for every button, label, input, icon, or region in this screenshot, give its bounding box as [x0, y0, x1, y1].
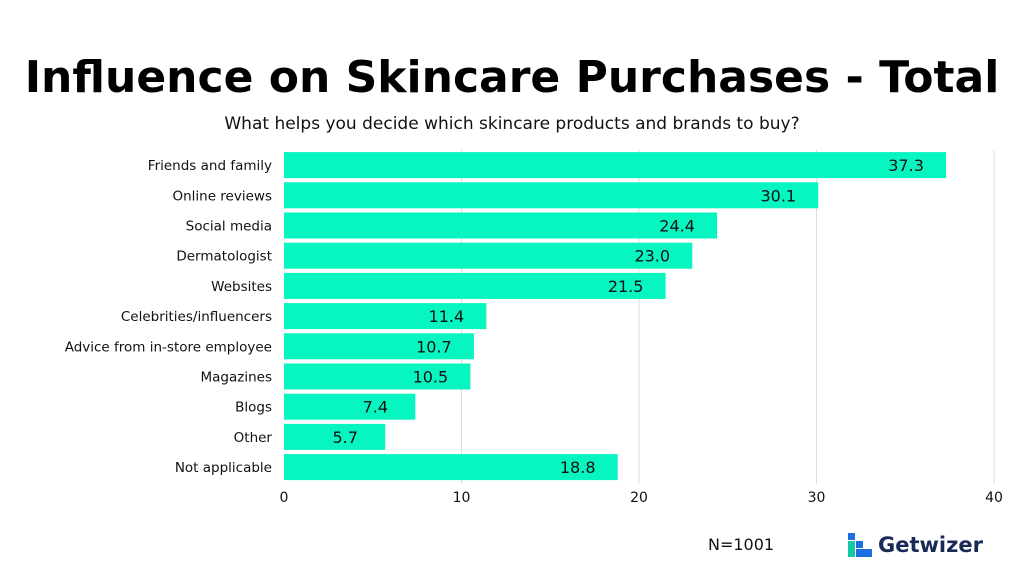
x-tick-label: 20 — [630, 490, 648, 506]
bar — [284, 393, 416, 420]
category-label: Social media — [186, 219, 272, 235]
value-label: 11.4 — [429, 307, 465, 326]
bar — [284, 212, 718, 239]
category-label: Online reviews — [172, 188, 272, 204]
value-label: 10.7 — [416, 337, 452, 356]
value-label: 23.0 — [634, 247, 670, 266]
bar — [284, 423, 386, 450]
x-tick-label: 40 — [985, 490, 1003, 506]
value-label: 37.3 — [888, 156, 924, 175]
sample-size-label: N=1001 — [708, 535, 775, 554]
category-label: Blogs — [235, 400, 272, 416]
bar — [284, 363, 471, 390]
bar — [284, 454, 618, 481]
chart-subtitle: What helps you decide which skincare pro… — [224, 114, 800, 134]
category-label: Websites — [211, 279, 272, 295]
value-label: 30.1 — [760, 186, 796, 205]
category-label: Celebrities/influencers — [121, 309, 272, 325]
category-label: Not applicable — [175, 460, 272, 476]
category-label: Magazines — [201, 370, 273, 386]
value-label: 7.4 — [363, 398, 388, 417]
bar — [284, 272, 666, 299]
value-label: 18.8 — [560, 458, 596, 477]
category-label: Other — [234, 430, 273, 446]
category-label: Friends and family — [148, 158, 272, 174]
logo-text: Getwizer — [878, 533, 983, 557]
category-label: Advice from in-store employee — [65, 339, 272, 355]
value-label: 21.5 — [608, 277, 644, 296]
bar — [284, 152, 947, 179]
x-tick-label: 0 — [280, 490, 289, 506]
bar — [284, 182, 819, 209]
bar-chart: 0 10 20 30 40 Friends and family 37.3 Online re… — [65, 150, 1003, 506]
x-tick-label: 10 — [453, 490, 471, 506]
bar — [284, 333, 474, 360]
value-label: 10.5 — [413, 368, 449, 387]
chart-title: Influence on Skincare Purchases - Total — [24, 52, 1000, 103]
bar — [284, 303, 487, 330]
value-label: 5.7 — [332, 428, 357, 447]
value-label: 24.4 — [659, 217, 695, 236]
getwizer-logo-icon — [848, 533, 872, 557]
getwizer-logo: Getwizer — [848, 532, 983, 558]
bar — [284, 242, 693, 269]
category-label: Dermatologist — [176, 249, 272, 265]
x-tick-label: 30 — [808, 490, 826, 506]
